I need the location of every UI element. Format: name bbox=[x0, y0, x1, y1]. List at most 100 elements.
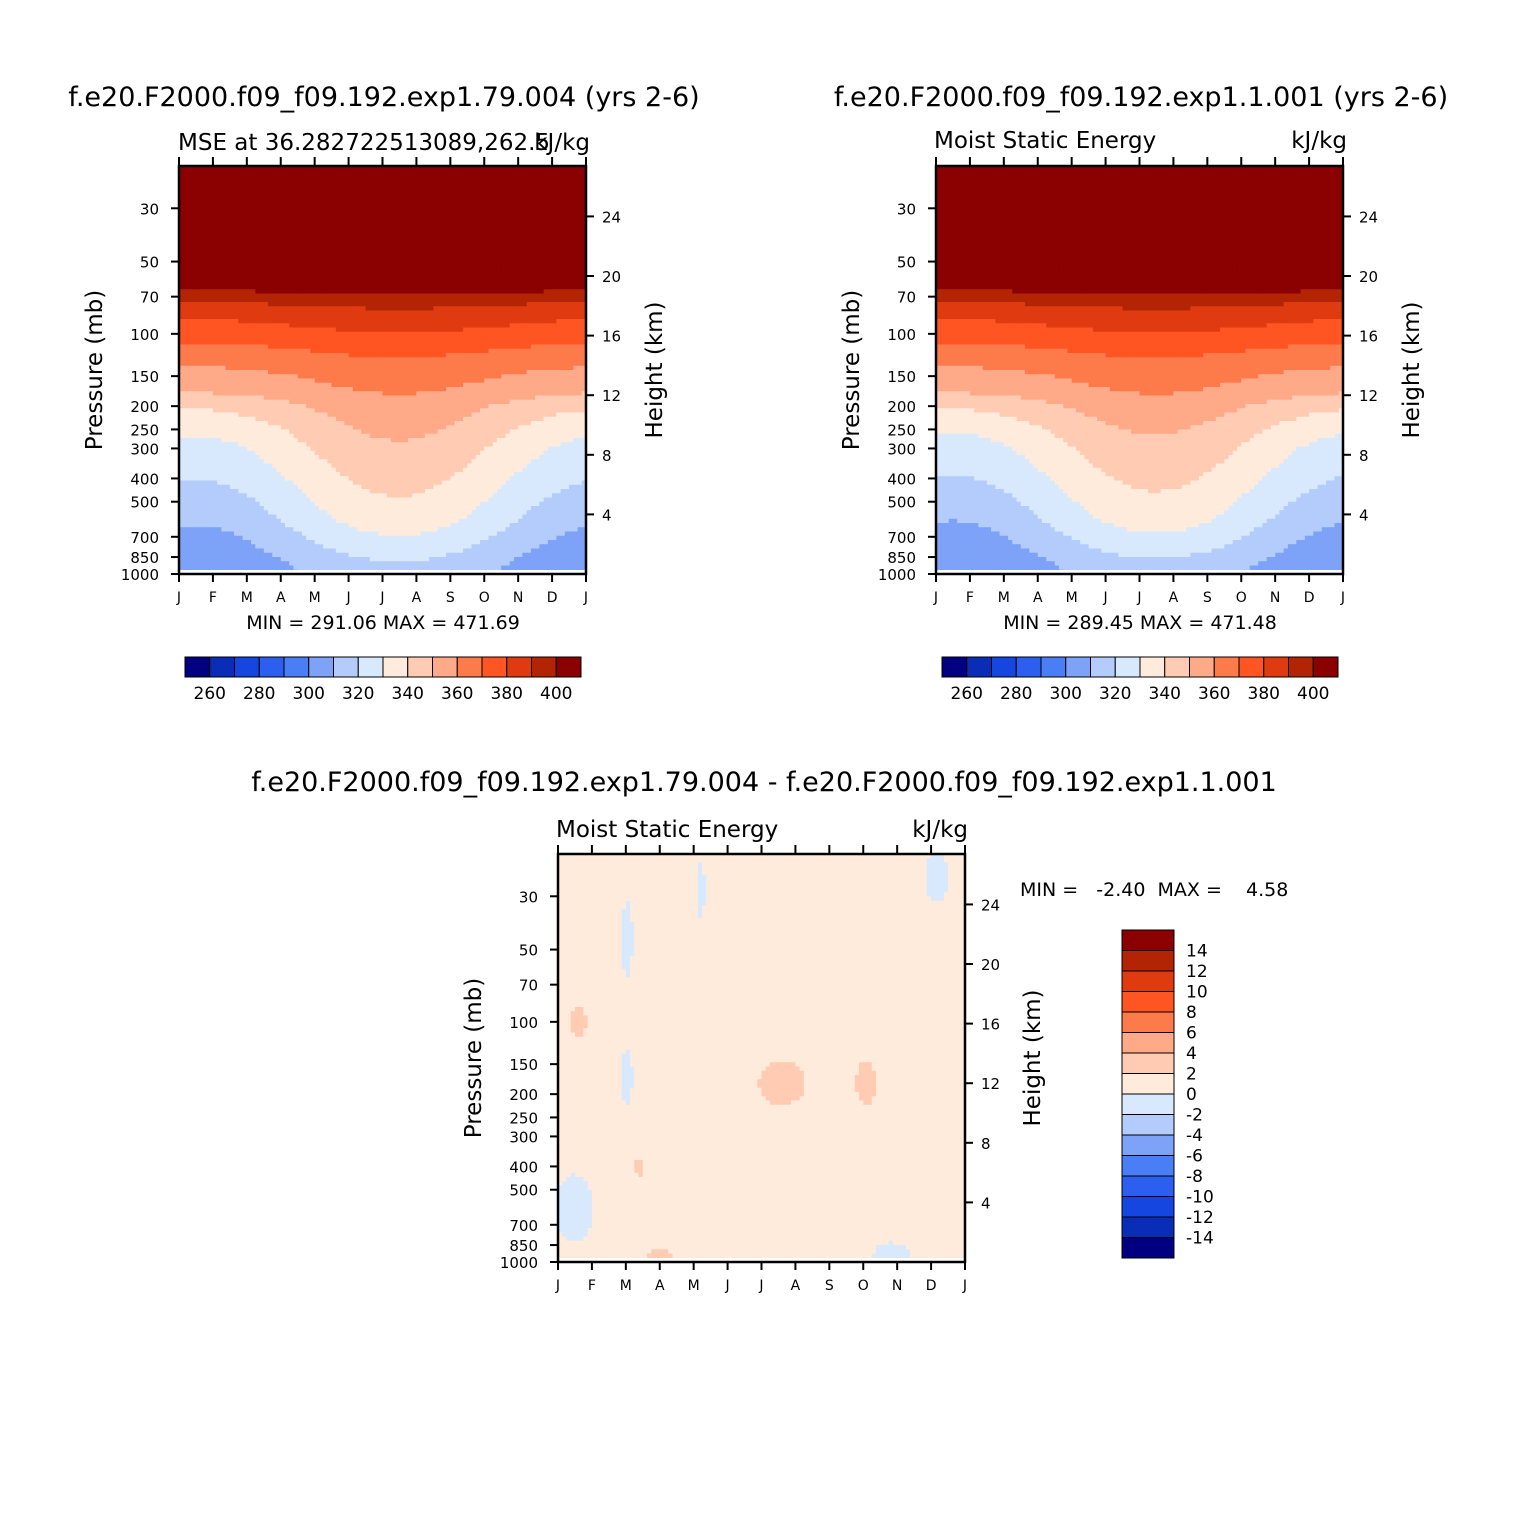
heat-cell bbox=[476, 353, 481, 358]
heat-cell bbox=[183, 319, 188, 324]
heat-cell bbox=[293, 170, 298, 175]
heat-cell bbox=[522, 179, 527, 184]
heat-cell bbox=[463, 230, 468, 235]
heat-cell bbox=[416, 374, 421, 379]
heat-cell bbox=[264, 349, 269, 354]
heat-cell bbox=[442, 272, 447, 277]
heat-cell bbox=[306, 247, 311, 252]
heat-cell bbox=[391, 306, 396, 311]
heat-cell bbox=[548, 306, 553, 311]
heat-cell bbox=[463, 192, 468, 197]
heat-cell bbox=[336, 298, 341, 303]
heat-cell bbox=[552, 183, 557, 188]
heat-cell bbox=[370, 311, 375, 316]
heat-cell bbox=[450, 204, 455, 209]
heat-cell bbox=[344, 302, 349, 307]
heat-cell bbox=[450, 209, 455, 214]
heat-cell bbox=[221, 175, 226, 180]
heat-cell bbox=[421, 204, 426, 209]
heat-cell bbox=[243, 289, 248, 294]
heat-cell bbox=[183, 328, 188, 333]
heat-cell bbox=[459, 379, 464, 384]
heat-cell bbox=[200, 255, 205, 260]
heat-cell bbox=[192, 192, 197, 197]
heat-cell bbox=[217, 247, 222, 252]
heat-cell bbox=[412, 217, 417, 222]
heat-cell bbox=[230, 272, 235, 277]
heat-cell bbox=[421, 238, 426, 243]
heat-cell bbox=[514, 306, 519, 311]
heat-cell bbox=[522, 213, 527, 218]
heat-cell bbox=[573, 170, 578, 175]
heat-cell bbox=[298, 285, 303, 290]
heat-cell bbox=[578, 226, 583, 231]
heat-cell bbox=[213, 366, 218, 371]
heat-cell bbox=[187, 306, 192, 311]
heat-cell bbox=[408, 183, 413, 188]
heat-cell bbox=[260, 379, 265, 384]
heat-cell bbox=[387, 379, 392, 384]
heat-cell bbox=[357, 200, 362, 205]
heat-cell bbox=[183, 187, 188, 192]
heat-cell bbox=[497, 281, 502, 286]
heat-cell bbox=[501, 383, 506, 388]
heat-cell bbox=[463, 285, 468, 290]
heat-cell bbox=[226, 277, 231, 282]
heat-cell bbox=[306, 353, 311, 358]
heat-cell bbox=[234, 285, 239, 290]
heat-cell bbox=[501, 175, 506, 180]
heat-cell bbox=[327, 289, 332, 294]
heat-cell bbox=[556, 196, 561, 201]
heat-cell bbox=[281, 357, 286, 362]
heat-cell bbox=[578, 221, 583, 226]
heat-cell bbox=[272, 374, 277, 379]
heat-cell bbox=[230, 230, 235, 235]
heat-cell bbox=[399, 209, 404, 214]
heat-cell bbox=[344, 306, 349, 311]
heat-cell bbox=[204, 362, 209, 367]
heat-cell bbox=[306, 319, 311, 324]
heat-cell bbox=[399, 272, 404, 277]
heat-cell bbox=[357, 204, 362, 209]
heat-cell bbox=[467, 260, 472, 265]
heat-cell bbox=[480, 217, 485, 222]
heat-cell bbox=[387, 192, 392, 197]
heat-cell bbox=[374, 306, 379, 311]
heat-cell bbox=[531, 374, 536, 379]
heat-cell bbox=[315, 298, 320, 303]
heat-cell bbox=[514, 230, 519, 235]
heat-cell bbox=[488, 294, 493, 299]
heat-cell bbox=[387, 349, 392, 354]
heat-cell bbox=[484, 268, 489, 273]
heat-cell bbox=[535, 374, 540, 379]
heat-cell bbox=[196, 285, 201, 290]
heat-cell bbox=[395, 196, 400, 201]
heat-cell bbox=[561, 315, 566, 320]
heat-cell bbox=[353, 209, 358, 214]
heat-cell bbox=[289, 204, 294, 209]
heat-cell bbox=[544, 179, 549, 184]
heat-cell bbox=[306, 217, 311, 222]
heat-cell bbox=[510, 213, 515, 218]
heat-cell bbox=[565, 196, 570, 201]
heat-cell bbox=[260, 264, 265, 269]
heat-cell bbox=[285, 281, 290, 286]
heat-cell bbox=[289, 200, 294, 205]
heat-cell bbox=[459, 323, 464, 328]
heat-cell bbox=[196, 370, 201, 375]
heat-cell bbox=[221, 370, 226, 375]
heat-cell bbox=[561, 340, 566, 345]
heat-cell bbox=[353, 170, 358, 175]
heat-cell bbox=[192, 209, 197, 214]
heat-cell bbox=[505, 340, 510, 345]
heat-cell bbox=[302, 315, 307, 320]
heat-cell bbox=[213, 379, 218, 384]
heat-cell bbox=[302, 238, 307, 243]
heat-cell bbox=[556, 345, 561, 350]
heat-cell bbox=[450, 370, 455, 375]
heat-cell bbox=[510, 217, 515, 222]
heat-cell bbox=[425, 187, 430, 192]
heat-cell bbox=[569, 255, 574, 260]
heat-cell bbox=[217, 311, 222, 316]
heat-cell bbox=[399, 311, 404, 316]
